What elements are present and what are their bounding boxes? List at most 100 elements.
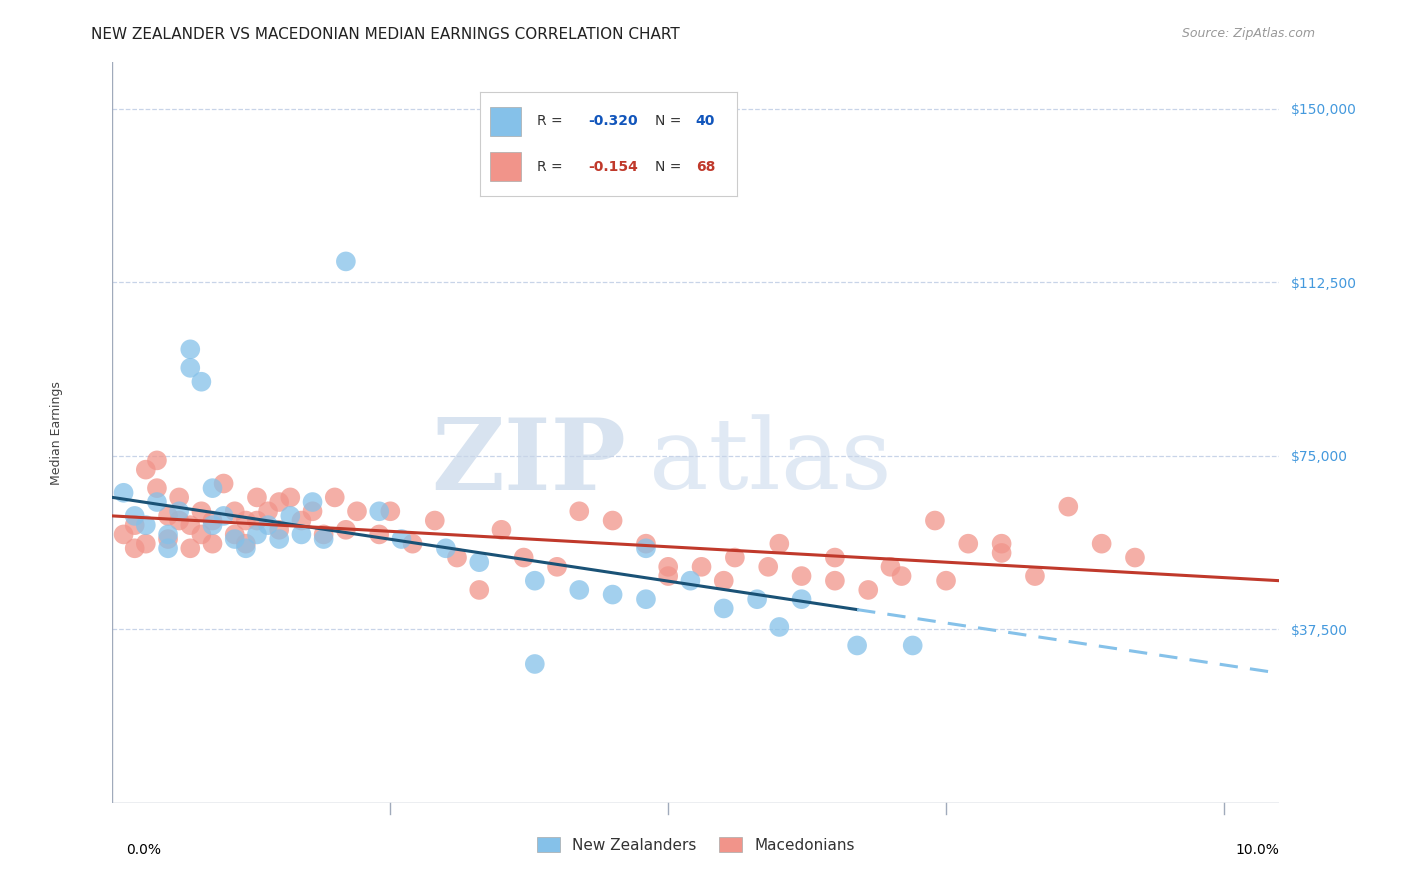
Point [112, 527, 135, 541]
Point [257, 518, 280, 533]
Point [634, 536, 657, 550]
Point [1123, 550, 1146, 565]
Point [201, 514, 224, 528]
Point [124, 508, 146, 523]
Point [257, 504, 280, 518]
Text: NEW ZEALANDER VS MACEDONIAN MEDIAN EARNINGS CORRELATION CHART: NEW ZEALANDER VS MACEDONIAN MEDIAN EARNI… [91, 27, 681, 42]
Point [146, 453, 169, 467]
Point [690, 559, 713, 574]
Point [657, 559, 679, 574]
Text: 0.0%: 0.0% [127, 843, 162, 857]
Point [602, 514, 624, 528]
Point [368, 527, 391, 541]
Point [179, 360, 201, 375]
Point [235, 541, 257, 556]
Point [824, 574, 846, 588]
Point [135, 462, 157, 476]
Point [167, 491, 190, 505]
Point [990, 546, 1012, 560]
Point [1057, 500, 1080, 514]
Point [157, 508, 180, 523]
Point [190, 527, 212, 541]
Point [423, 514, 446, 528]
Point [290, 514, 312, 528]
Point [212, 508, 235, 523]
Point [157, 532, 180, 546]
Point [323, 491, 346, 505]
Point [568, 504, 591, 518]
Point [890, 569, 912, 583]
Point [212, 476, 235, 491]
Point [724, 550, 747, 565]
Point [824, 550, 846, 565]
Point [112, 485, 135, 500]
Point [858, 582, 880, 597]
Point [1024, 569, 1046, 583]
Point [190, 375, 212, 389]
Point [790, 592, 813, 607]
Point [246, 527, 269, 541]
Point [446, 550, 468, 565]
Point [312, 527, 335, 541]
Point [269, 532, 291, 546]
Point [167, 504, 190, 518]
Point [335, 523, 357, 537]
Point [491, 523, 513, 537]
Point [380, 504, 402, 518]
Point [901, 639, 924, 653]
Point [957, 536, 980, 550]
Point [935, 574, 957, 588]
Point [368, 504, 391, 518]
Point [568, 582, 591, 597]
Point [146, 481, 169, 495]
Point [634, 541, 657, 556]
Point [335, 254, 357, 268]
Point [179, 541, 201, 556]
Point [768, 536, 790, 550]
Point [201, 481, 224, 495]
Point [768, 620, 790, 634]
Point [290, 527, 312, 541]
Text: ZIP: ZIP [432, 414, 626, 511]
Point [679, 574, 702, 588]
Point [468, 582, 491, 597]
Point [745, 592, 768, 607]
Point [167, 514, 190, 528]
Point [278, 491, 301, 505]
Point [468, 555, 491, 569]
Point [346, 504, 368, 518]
Point [124, 541, 146, 556]
Point [301, 495, 323, 509]
Point [269, 523, 291, 537]
Point [602, 588, 624, 602]
Point [135, 518, 157, 533]
Point [146, 495, 169, 509]
Point [179, 518, 201, 533]
Point [201, 518, 224, 533]
Point [157, 527, 180, 541]
Point [201, 536, 224, 550]
Point [657, 569, 679, 583]
Point [246, 491, 269, 505]
Point [713, 601, 735, 615]
Point [179, 343, 201, 357]
Point [301, 504, 323, 518]
Legend: New Zealanders, Macedonians: New Zealanders, Macedonians [527, 828, 865, 862]
Point [224, 527, 246, 541]
Point [846, 639, 869, 653]
Point [924, 514, 946, 528]
Point [312, 532, 335, 546]
Point [246, 514, 269, 528]
Point [879, 559, 901, 574]
Point [278, 508, 301, 523]
Point [523, 657, 546, 671]
Point [523, 574, 546, 588]
Point [634, 592, 657, 607]
Point [157, 541, 180, 556]
Text: Source: ZipAtlas.com: Source: ZipAtlas.com [1181, 27, 1315, 40]
Point [434, 541, 457, 556]
Point [235, 536, 257, 550]
Point [269, 495, 291, 509]
Point [190, 504, 212, 518]
Point [512, 550, 534, 565]
